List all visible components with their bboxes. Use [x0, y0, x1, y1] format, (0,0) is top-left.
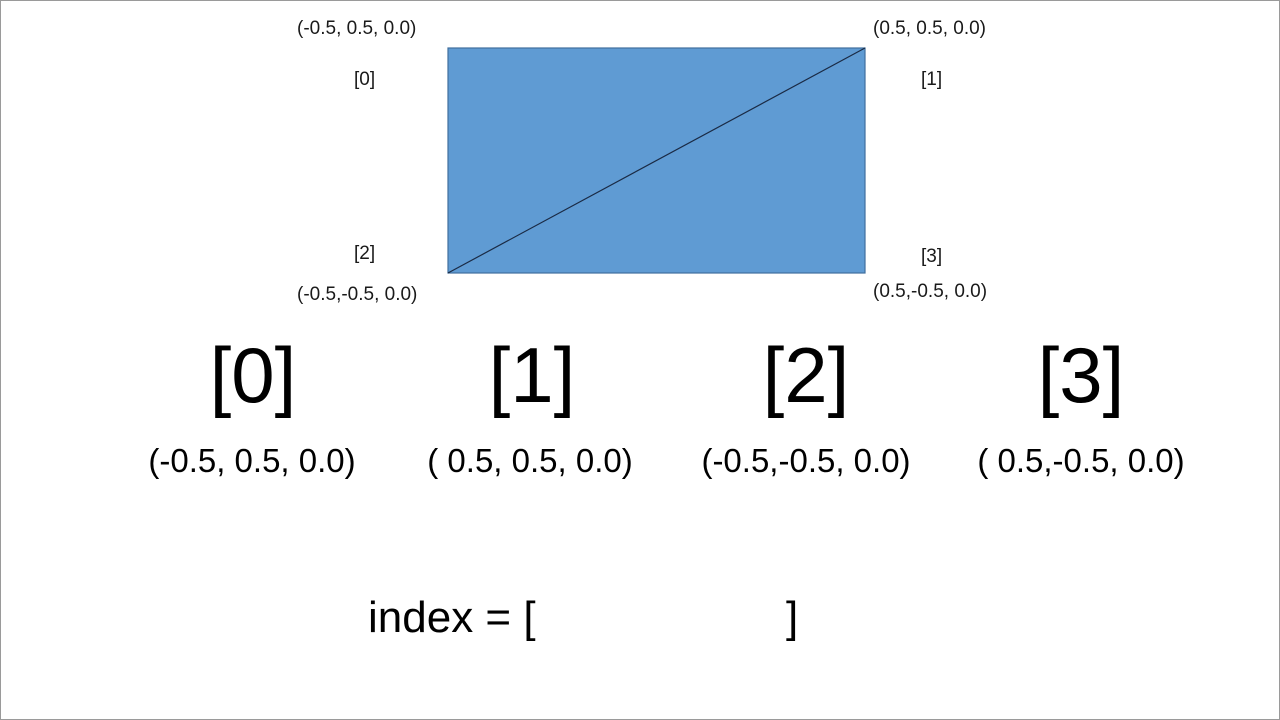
vertex-table-index-0: [0] [209, 331, 297, 419]
vertex-2-index-label: [2] [354, 243, 376, 264]
vertex-table-coord-0: (-0.5, 0.5, 0.0) [148, 442, 356, 479]
vertex-table-index-3: [3] [1037, 331, 1125, 419]
triangle-diagonal [447, 47, 866, 274]
index-array-suffix: ] [786, 593, 799, 642]
index-array-prefix: index = [ [368, 593, 536, 642]
vertex-0-index-label: [0] [354, 69, 376, 90]
vertex-table-coord-3: ( 0.5,-0.5, 0.0) [977, 442, 1185, 479]
vertex-table-coord-1: ( 0.5, 0.5, 0.0) [427, 442, 633, 479]
vertex-0-coord-label: (-0.5, 0.5, 0.0) [297, 18, 417, 39]
vertex-1-coord-label: (0.5, 0.5, 0.0) [873, 18, 987, 39]
vertex-table-index-2: [2] [762, 331, 850, 419]
vertex-2-coord-label: (-0.5,-0.5, 0.0) [297, 284, 418, 305]
vertex-1-index-label: [1] [921, 69, 943, 90]
vertex-3-index-label: [3] [921, 246, 943, 267]
vertex-table-index-1: [1] [488, 331, 576, 419]
vertex-3-coord-label: (0.5,-0.5, 0.0) [873, 281, 988, 302]
vertex-table-coord-2: (-0.5,-0.5, 0.0) [701, 442, 911, 479]
